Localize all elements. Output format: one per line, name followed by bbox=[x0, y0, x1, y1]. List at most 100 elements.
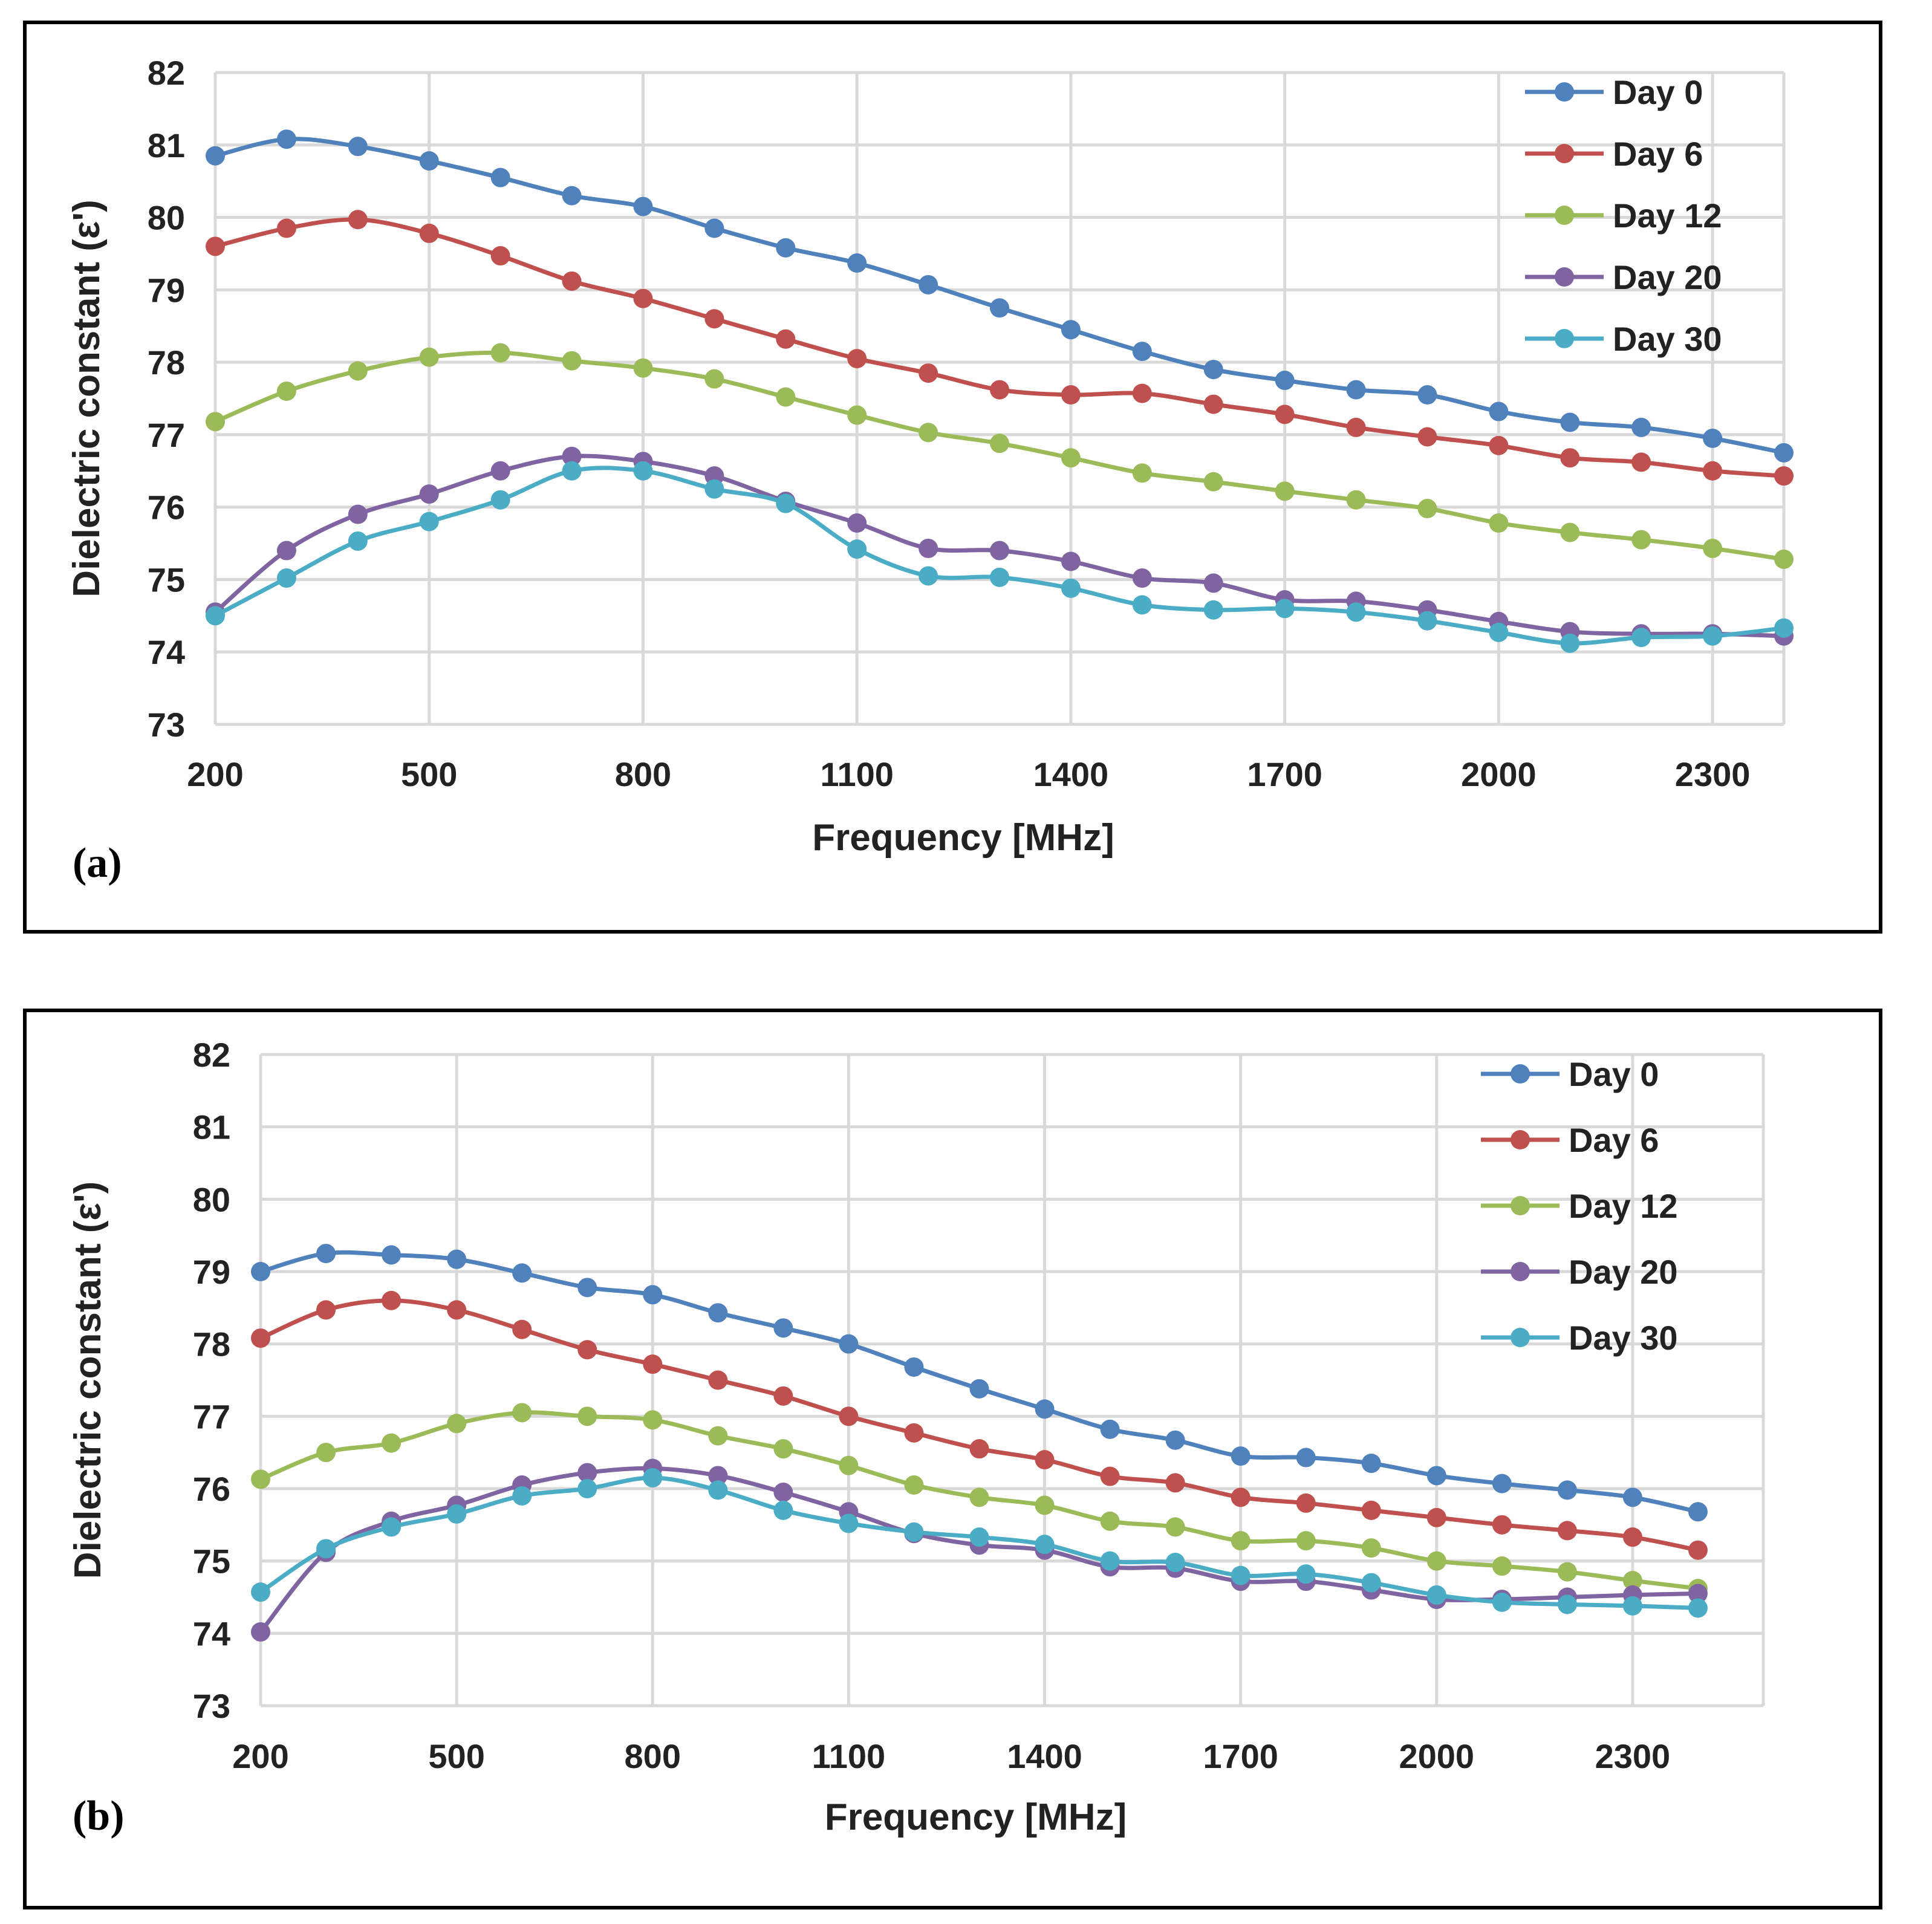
data-point-day-12 bbox=[1557, 1562, 1577, 1582]
data-point-day-12 bbox=[1622, 1570, 1642, 1590]
data-point-day-30 bbox=[1557, 1594, 1577, 1614]
legend-label-day-0: Day 0 bbox=[1569, 1055, 1659, 1093]
x-tick-label: 1700 bbox=[1203, 1737, 1278, 1775]
data-point-day-0 bbox=[276, 129, 296, 149]
panel-label-a: (a) bbox=[73, 840, 122, 886]
legend-label-day-12: Day 12 bbox=[1613, 197, 1722, 235]
data-point-day-0 bbox=[1165, 1430, 1185, 1450]
y-axis-title: Dielectric constant (ε') bbox=[66, 200, 108, 597]
data-point-day-0 bbox=[1296, 1448, 1316, 1467]
data-point-day-12 bbox=[577, 1406, 597, 1426]
x-tick-label: 1100 bbox=[820, 755, 894, 793]
y-tick-label: 74 bbox=[148, 633, 185, 671]
data-point-day-6 bbox=[276, 218, 296, 238]
legend-label-day-0: Day 0 bbox=[1613, 73, 1703, 111]
data-point-day-30 bbox=[1165, 1553, 1185, 1573]
x-tick-label: 200 bbox=[187, 755, 243, 793]
data-point-day-12 bbox=[969, 1487, 989, 1507]
data-point-day-30 bbox=[1296, 1564, 1316, 1584]
data-point-day-12 bbox=[1492, 1556, 1512, 1576]
data-point-day-12 bbox=[316, 1443, 336, 1463]
chart-panel-b: 73 74 75 76 77 78 79 80 81 82 200 500 800 1100 1400 170… bbox=[23, 1009, 1882, 1909]
data-point-day-0 bbox=[251, 1262, 270, 1281]
data-point-day-30 bbox=[276, 568, 296, 588]
chart-a-svg: 73 74 75 76 77 78 79 80 81 82 200 500 800 1100 1400 170… bbox=[66, 54, 1794, 886]
data-point-day-6 bbox=[1203, 394, 1223, 414]
data-point-day-0 bbox=[1100, 1419, 1120, 1439]
data-point-day-0 bbox=[1703, 428, 1723, 448]
x-tick-label: 1700 bbox=[1247, 755, 1322, 793]
data-point-day-6 bbox=[773, 1386, 793, 1406]
data-point-day-0 bbox=[1132, 342, 1152, 362]
y-tick-label: 80 bbox=[193, 1180, 230, 1218]
data-point-day-30 bbox=[447, 1504, 467, 1524]
data-point-day-30 bbox=[1774, 618, 1794, 638]
x-tick-label: 2300 bbox=[1675, 755, 1751, 793]
data-point-day-6 bbox=[1296, 1493, 1316, 1513]
legend-label-day-6: Day 6 bbox=[1569, 1121, 1659, 1159]
x-tick-label: 1100 bbox=[812, 1737, 886, 1775]
legend-marker-day-12 bbox=[1511, 1196, 1530, 1215]
data-point-day-12 bbox=[1231, 1531, 1251, 1551]
data-point-day-0 bbox=[1688, 1502, 1708, 1522]
data-point-day-12 bbox=[1631, 530, 1651, 550]
data-point-day-12 bbox=[382, 1433, 402, 1453]
data-point-day-12 bbox=[1275, 481, 1295, 501]
data-point-day-30 bbox=[382, 1517, 402, 1537]
data-point-day-12 bbox=[562, 351, 582, 371]
data-point-day-12 bbox=[1560, 522, 1580, 542]
y-tick-label: 77 bbox=[193, 1397, 230, 1435]
data-point-day-12 bbox=[839, 1455, 859, 1475]
data-point-day-30 bbox=[1203, 600, 1223, 620]
data-point-day-30 bbox=[1231, 1565, 1251, 1585]
data-point-day-12 bbox=[1489, 513, 1509, 533]
data-point-day-6 bbox=[904, 1423, 924, 1443]
y-tick-label: 73 bbox=[193, 1687, 230, 1725]
data-point-day-12 bbox=[1361, 1538, 1381, 1558]
y-tick-label: 77 bbox=[148, 416, 185, 454]
data-point-day-0 bbox=[562, 186, 582, 206]
data-point-day-6 bbox=[1492, 1515, 1512, 1535]
data-point-day-12 bbox=[990, 434, 1009, 453]
data-point-day-6 bbox=[1703, 461, 1723, 481]
data-point-day-6 bbox=[348, 210, 368, 230]
data-point-day-30 bbox=[577, 1479, 597, 1498]
data-point-day-30 bbox=[251, 1582, 270, 1602]
data-point-day-12 bbox=[1035, 1495, 1055, 1515]
data-point-day-6 bbox=[490, 246, 510, 266]
data-point-day-12 bbox=[1426, 1551, 1446, 1571]
data-point-day-6 bbox=[704, 309, 724, 329]
data-point-day-6 bbox=[1622, 1527, 1642, 1547]
data-point-day-0 bbox=[633, 197, 653, 216]
data-point-day-20 bbox=[847, 513, 867, 533]
data-point-day-12 bbox=[1132, 463, 1152, 483]
x-tick-label: 800 bbox=[615, 755, 671, 793]
data-point-day-30 bbox=[1688, 1598, 1708, 1618]
y-tick-label: 79 bbox=[148, 271, 185, 309]
series-line-day-30 bbox=[214, 466, 1784, 646]
legend-label-day-20: Day 20 bbox=[1569, 1253, 1678, 1291]
data-point-day-12 bbox=[1703, 538, 1723, 558]
data-point-day-30 bbox=[1492, 1592, 1512, 1612]
series-line-day-6 bbox=[215, 217, 1784, 478]
data-point-day-6 bbox=[1560, 448, 1580, 468]
data-point-day-12 bbox=[276, 382, 296, 401]
data-point-day-0 bbox=[1492, 1474, 1512, 1493]
data-point-day-0 bbox=[1560, 412, 1580, 432]
data-point-day-12 bbox=[904, 1475, 924, 1495]
data-point-day-30 bbox=[1346, 602, 1366, 622]
data-point-day-12 bbox=[1417, 499, 1437, 519]
data-point-day-6 bbox=[1361, 1500, 1381, 1520]
legend-marker-day-20 bbox=[1511, 1262, 1530, 1281]
data-point-day-30 bbox=[562, 461, 582, 481]
data-point-day-0 bbox=[904, 1357, 924, 1377]
data-point-day-20 bbox=[562, 446, 582, 466]
data-point-day-0 bbox=[1275, 371, 1295, 391]
data-point-day-0 bbox=[577, 1278, 597, 1298]
data-point-day-0 bbox=[1061, 320, 1081, 340]
y-tick-label: 82 bbox=[148, 54, 185, 92]
y-tick-label: 76 bbox=[148, 489, 185, 527]
data-point-day-6 bbox=[1231, 1487, 1251, 1507]
data-point-day-12 bbox=[773, 1439, 793, 1459]
y-tick-label: 81 bbox=[148, 126, 185, 164]
